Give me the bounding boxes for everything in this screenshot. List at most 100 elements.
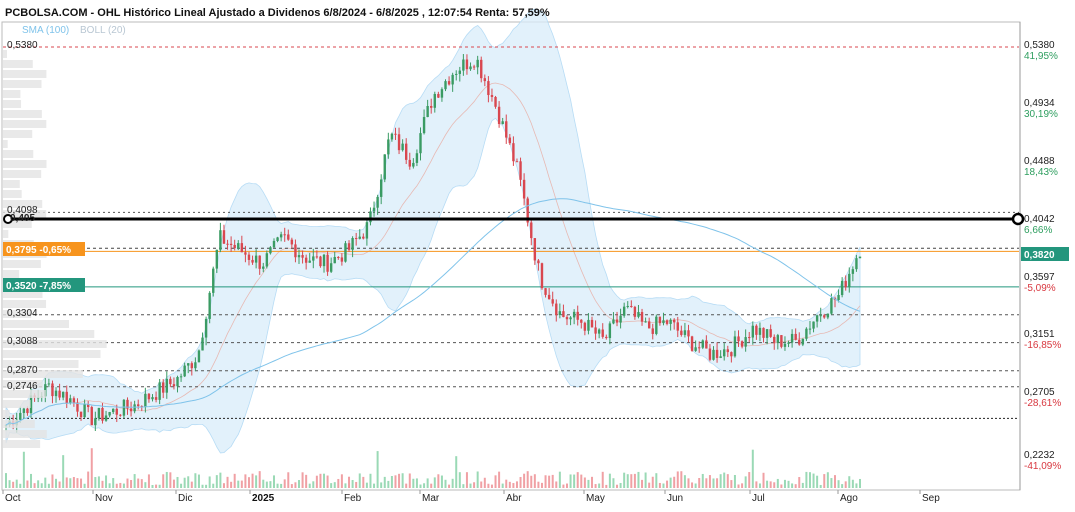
candle-body	[780, 335, 783, 347]
candle-body	[233, 244, 236, 249]
volume-bar	[15, 479, 18, 488]
volume-bar	[751, 449, 754, 488]
volume-bar	[155, 484, 158, 488]
volume-profile-bar	[3, 50, 7, 58]
volume-bar	[226, 476, 229, 488]
volume-bar	[437, 474, 440, 488]
volume-bar	[598, 483, 601, 488]
volume-bar	[94, 477, 97, 488]
volume-bar	[651, 476, 654, 488]
candle-body	[247, 254, 251, 260]
volume-bar	[637, 471, 640, 488]
volume-bar	[115, 483, 118, 488]
volume-bar	[676, 471, 679, 488]
volume-bar	[498, 471, 501, 488]
volume-bar	[851, 479, 854, 488]
volume-bar	[737, 484, 740, 488]
right-axis-value: 0,3597	[1024, 272, 1055, 283]
candle-body	[630, 305, 633, 307]
volume-profile-bar	[3, 390, 46, 398]
candle-body	[712, 349, 715, 360]
volume-bar	[340, 474, 343, 488]
volume-bar	[433, 477, 436, 488]
candle-body	[848, 273, 851, 288]
candle-body	[376, 196, 379, 208]
volume-bar	[748, 472, 751, 488]
candle-body	[229, 243, 233, 245]
right-axis-value: 0,4934	[1024, 98, 1055, 109]
candle-body	[419, 133, 422, 154]
volume-bar	[265, 481, 268, 488]
volume-bar	[819, 484, 822, 488]
candle-body	[608, 323, 612, 339]
support-line-left-handle[interactable]	[3, 214, 13, 224]
right-axis-pct: -5,09%	[1024, 283, 1056, 294]
candle-body	[226, 243, 229, 245]
candle-body	[387, 139, 390, 155]
volume-bar	[76, 478, 79, 488]
candle-body	[147, 393, 151, 400]
volume-bar	[405, 483, 408, 488]
candle-body	[687, 330, 690, 337]
volume-bar	[222, 483, 225, 488]
candle-body	[730, 352, 733, 357]
candle-body	[815, 315, 819, 322]
candle-body	[415, 153, 419, 163]
volume-bar	[791, 483, 794, 488]
volume-profile-bar	[3, 420, 35, 428]
right-axis-value: 0,3151	[1024, 329, 1055, 340]
candle-body	[83, 404, 86, 418]
volume-bar	[344, 483, 347, 488]
volume-profile-bar	[3, 80, 42, 88]
volume-bar	[451, 478, 454, 488]
candle-body	[244, 252, 247, 255]
candle-body	[587, 319, 590, 331]
volume-bar	[841, 484, 844, 488]
volume-bar	[194, 473, 197, 488]
volume-profile-bar	[3, 90, 21, 98]
candle-body	[408, 159, 411, 167]
volume-bar	[641, 479, 644, 488]
volume-bar	[101, 480, 104, 488]
candle-body	[165, 378, 168, 393]
volume-bar	[312, 481, 315, 488]
candle-body	[537, 260, 540, 264]
candle-body	[562, 311, 565, 318]
volume-bar	[648, 482, 651, 488]
volume-bar	[701, 473, 704, 488]
right-axis-pct: 18,43%	[1024, 167, 1058, 178]
volume-bar	[394, 475, 397, 488]
volume-bar	[412, 478, 415, 488]
candle-body	[440, 89, 444, 98]
volume-profile-bar	[3, 140, 8, 148]
candle-body	[662, 320, 665, 324]
volume-bar	[723, 472, 726, 488]
candle-body	[272, 240, 276, 248]
candle-body	[690, 336, 694, 351]
candle-body	[76, 402, 79, 412]
volume-bar	[258, 471, 261, 488]
candle-body	[755, 325, 758, 335]
volume-bar	[712, 478, 715, 488]
volume-profile-bar	[3, 260, 41, 268]
right-axis-pct: -41,09%	[1024, 461, 1061, 472]
teal-price-tag-bg	[3, 278, 85, 292]
volume-profile-bar	[3, 440, 41, 448]
volume-profile-bar	[3, 170, 42, 178]
support-line-right-handle[interactable]	[1011, 212, 1025, 226]
volume-bar	[219, 472, 222, 488]
candle-body	[215, 249, 219, 269]
candle-body	[819, 315, 822, 317]
volume-bar	[315, 475, 318, 488]
volume-bar	[626, 474, 629, 488]
candle-body	[190, 363, 194, 369]
volume-bar	[44, 477, 47, 488]
right-axis-value: 0,4488	[1024, 156, 1055, 167]
volume-profile-bar	[3, 300, 47, 308]
volume-bar	[440, 475, 443, 488]
candle-body	[601, 329, 604, 337]
volume-bar	[26, 480, 29, 488]
volume-bar	[415, 478, 418, 488]
candle-body	[151, 397, 154, 400]
volume-bar	[5, 473, 7, 488]
